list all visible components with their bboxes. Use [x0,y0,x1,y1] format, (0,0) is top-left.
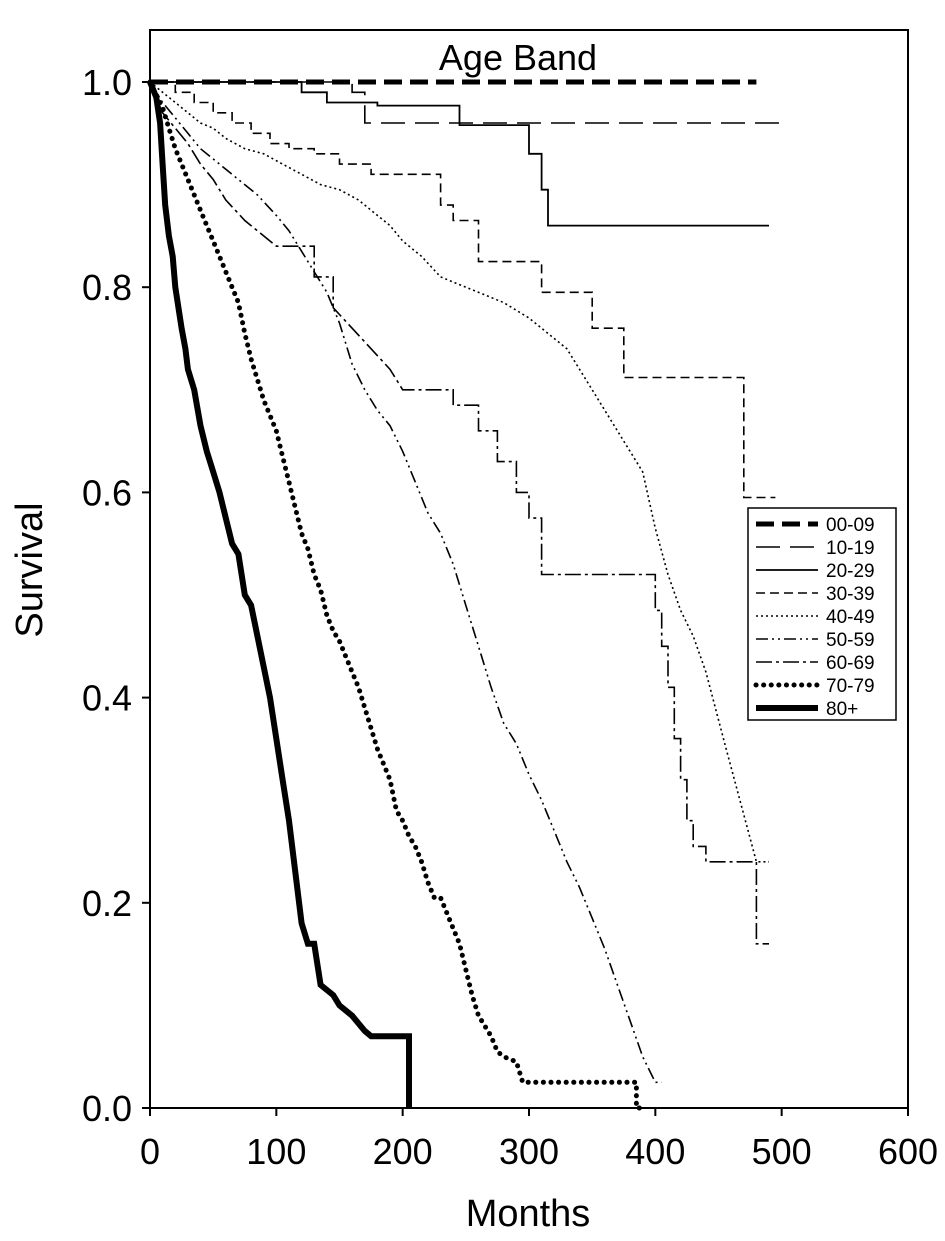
x-tick-label: 100 [246,1131,306,1172]
y-axis-ticks: 0.0 0.2 0.4 0.6 0.8 1.0 [82,62,150,1129]
legend-label: 30-39 [826,584,875,605]
legend-label: 60-69 [826,653,875,674]
series-line-60-69 [149,81,769,945]
x-tick-label: 300 [499,1131,559,1172]
x-axis-ticks: 0 100 200 300 400 500 600 [140,1108,938,1172]
x-axis-label: Months [466,1193,591,1235]
y-tick-label: 0.2 [82,883,132,924]
y-tick-label: 1.0 [82,62,132,103]
series-line-10-19 [150,81,782,124]
x-tick-label: 600 [878,1131,938,1172]
series-line-20-29 [150,81,769,227]
y-axis-label: Survival [9,502,51,637]
legend: 00-0910-1920-2930-3940-4950-5960-6970-79… [747,507,897,721]
x-tick-label: 400 [625,1131,685,1172]
x-tick-label: 0 [140,1131,160,1172]
x-tick-label: 200 [373,1131,433,1172]
y-tick-label: 0.0 [82,1088,132,1129]
y-tick-label: 0.6 [82,472,132,513]
series-line-70-79 [147,79,646,1111]
series-line-50-59 [149,81,662,1084]
legend-label: 70-79 [826,676,875,697]
legend-label: 10-19 [826,538,875,559]
series-lines [147,79,782,1111]
y-tick-label: 0.8 [82,267,132,308]
legend-label: 80+ [826,699,858,720]
x-tick-label: 500 [752,1131,812,1172]
legend-label: 00-09 [826,515,875,536]
series-line-30-39 [150,81,776,499]
chart-title: Age Band [439,37,597,78]
series-line-80+ [147,80,412,1108]
legend-label: 20-29 [826,561,875,582]
legend-label: 50-59 [826,630,875,651]
series-line-40-49 [149,81,769,863]
legend-label: 40-49 [826,607,875,628]
y-tick-label: 0.4 [82,678,132,719]
